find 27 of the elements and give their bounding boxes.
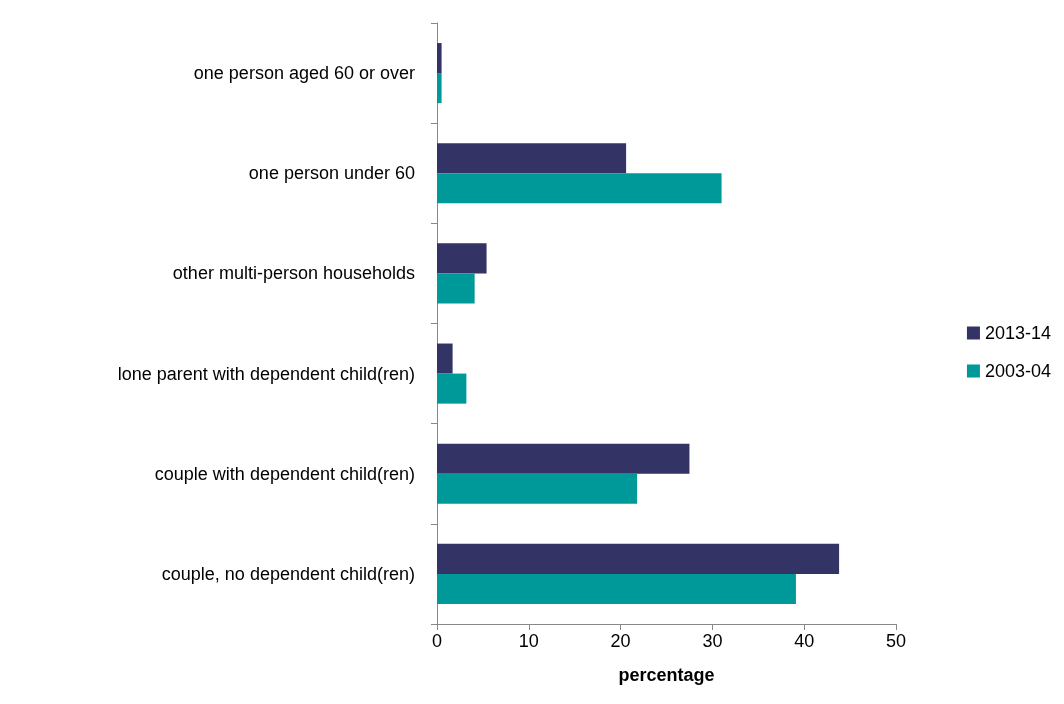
bar (437, 73, 442, 104)
bar (437, 543, 840, 574)
y-tick-label: one person under 60 (248, 163, 415, 184)
y-tick-label: one person aged 60 or over (193, 63, 415, 84)
legend-label: 2003-04 (984, 361, 1051, 381)
bar (437, 473, 638, 504)
y-tick-label: couple, no dependent child(ren) (161, 563, 415, 584)
x-tick-label: 40 (794, 631, 815, 651)
x-tick-label: 10 (518, 631, 539, 651)
bar (437, 573, 796, 604)
bar (437, 373, 467, 404)
y-tick-label: lone parent with dependent child(ren) (117, 363, 415, 384)
legend-label: 2013-14 (984, 323, 1051, 343)
x-tick-label: 30 (702, 631, 723, 651)
y-tick-label: other multi-person households (172, 263, 415, 284)
bar (437, 443, 690, 474)
bar (437, 173, 722, 204)
bar (437, 343, 453, 374)
x-tick-label: 0 (431, 631, 443, 651)
x-tick-label: 20 (610, 631, 631, 651)
x-axis-title: percentage (618, 665, 715, 685)
bar (437, 273, 475, 304)
bar (437, 43, 442, 74)
bar (437, 243, 487, 274)
x-tick-label: 50 (885, 631, 907, 651)
bar (437, 143, 627, 174)
y-tick-label: couple with dependent child(ren) (154, 463, 415, 484)
